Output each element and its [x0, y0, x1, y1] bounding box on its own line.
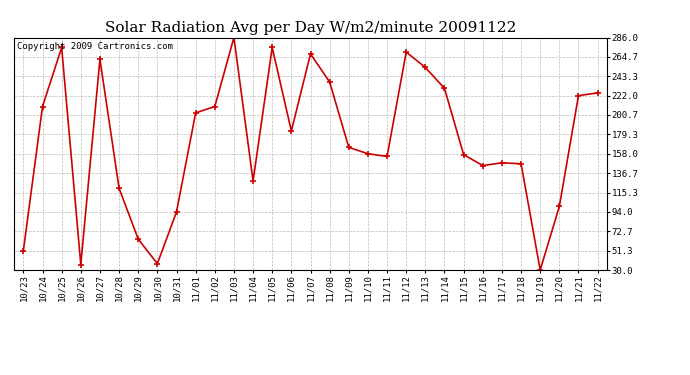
Title: Solar Radiation Avg per Day W/m2/minute 20091122: Solar Radiation Avg per Day W/m2/minute …: [105, 21, 516, 35]
Text: Copyright 2009 Cartronics.com: Copyright 2009 Cartronics.com: [17, 42, 172, 51]
